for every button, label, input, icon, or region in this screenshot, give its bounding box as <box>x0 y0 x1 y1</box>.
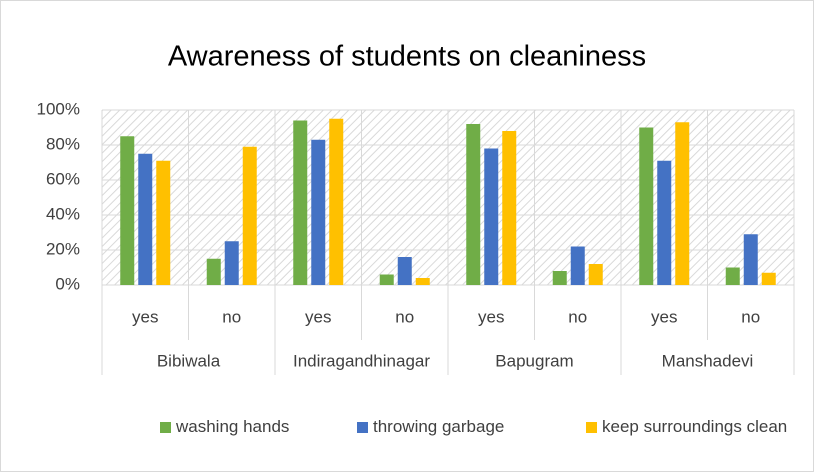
x-tick-label: no <box>568 307 587 326</box>
group-label: Indiragandhinagar <box>293 351 430 370</box>
bar <box>397 257 412 285</box>
bar <box>120 136 135 285</box>
x-tick-label: no <box>741 307 760 326</box>
bar <box>570 246 585 285</box>
bar <box>206 258 221 285</box>
x-tick-label: yes <box>651 307 677 326</box>
chart-title: Awareness of students on cleaniness <box>168 41 646 73</box>
bar <box>415 278 430 285</box>
legend-swatch <box>357 422 368 433</box>
bar <box>466 124 481 285</box>
bar <box>293 120 308 285</box>
bar <box>675 122 690 285</box>
x-tick-label: yes <box>478 307 504 326</box>
group-label: Manshadevi <box>662 351 754 370</box>
bar <box>725 267 740 285</box>
y-tick-label: 0% <box>55 274 80 293</box>
bar <box>242 146 257 285</box>
bar <box>552 271 567 285</box>
bar <box>639 127 654 285</box>
legend-label: keep surroundings clean <box>602 417 788 436</box>
group-label: Bibiwala <box>157 351 221 370</box>
bar <box>743 234 758 285</box>
x-tick-label: yes <box>132 307 158 326</box>
bar <box>156 160 171 285</box>
x-tick-label: no <box>222 307 241 326</box>
y-tick-label: 100% <box>37 99 80 118</box>
bar <box>588 264 603 285</box>
legend-label: throwing garbage <box>373 417 505 436</box>
y-tick-label: 40% <box>46 204 80 223</box>
y-tick-label: 20% <box>46 239 80 258</box>
bar <box>761 272 776 285</box>
bar <box>379 274 394 285</box>
y-tick-label: 80% <box>46 134 80 153</box>
x-tick-label: yes <box>305 307 331 326</box>
bar <box>502 131 517 285</box>
legend-swatch <box>160 422 171 433</box>
bar <box>329 118 344 285</box>
legend-label: washing hands <box>176 417 290 436</box>
bar <box>484 148 499 285</box>
group-label: Bapugram <box>495 351 573 370</box>
bar <box>224 241 239 285</box>
x-tick-label: no <box>395 307 414 326</box>
bar <box>311 139 326 285</box>
y-tick-label: 60% <box>46 169 80 188</box>
legend-swatch <box>586 422 597 433</box>
bar <box>138 153 153 285</box>
bar <box>657 160 672 285</box>
